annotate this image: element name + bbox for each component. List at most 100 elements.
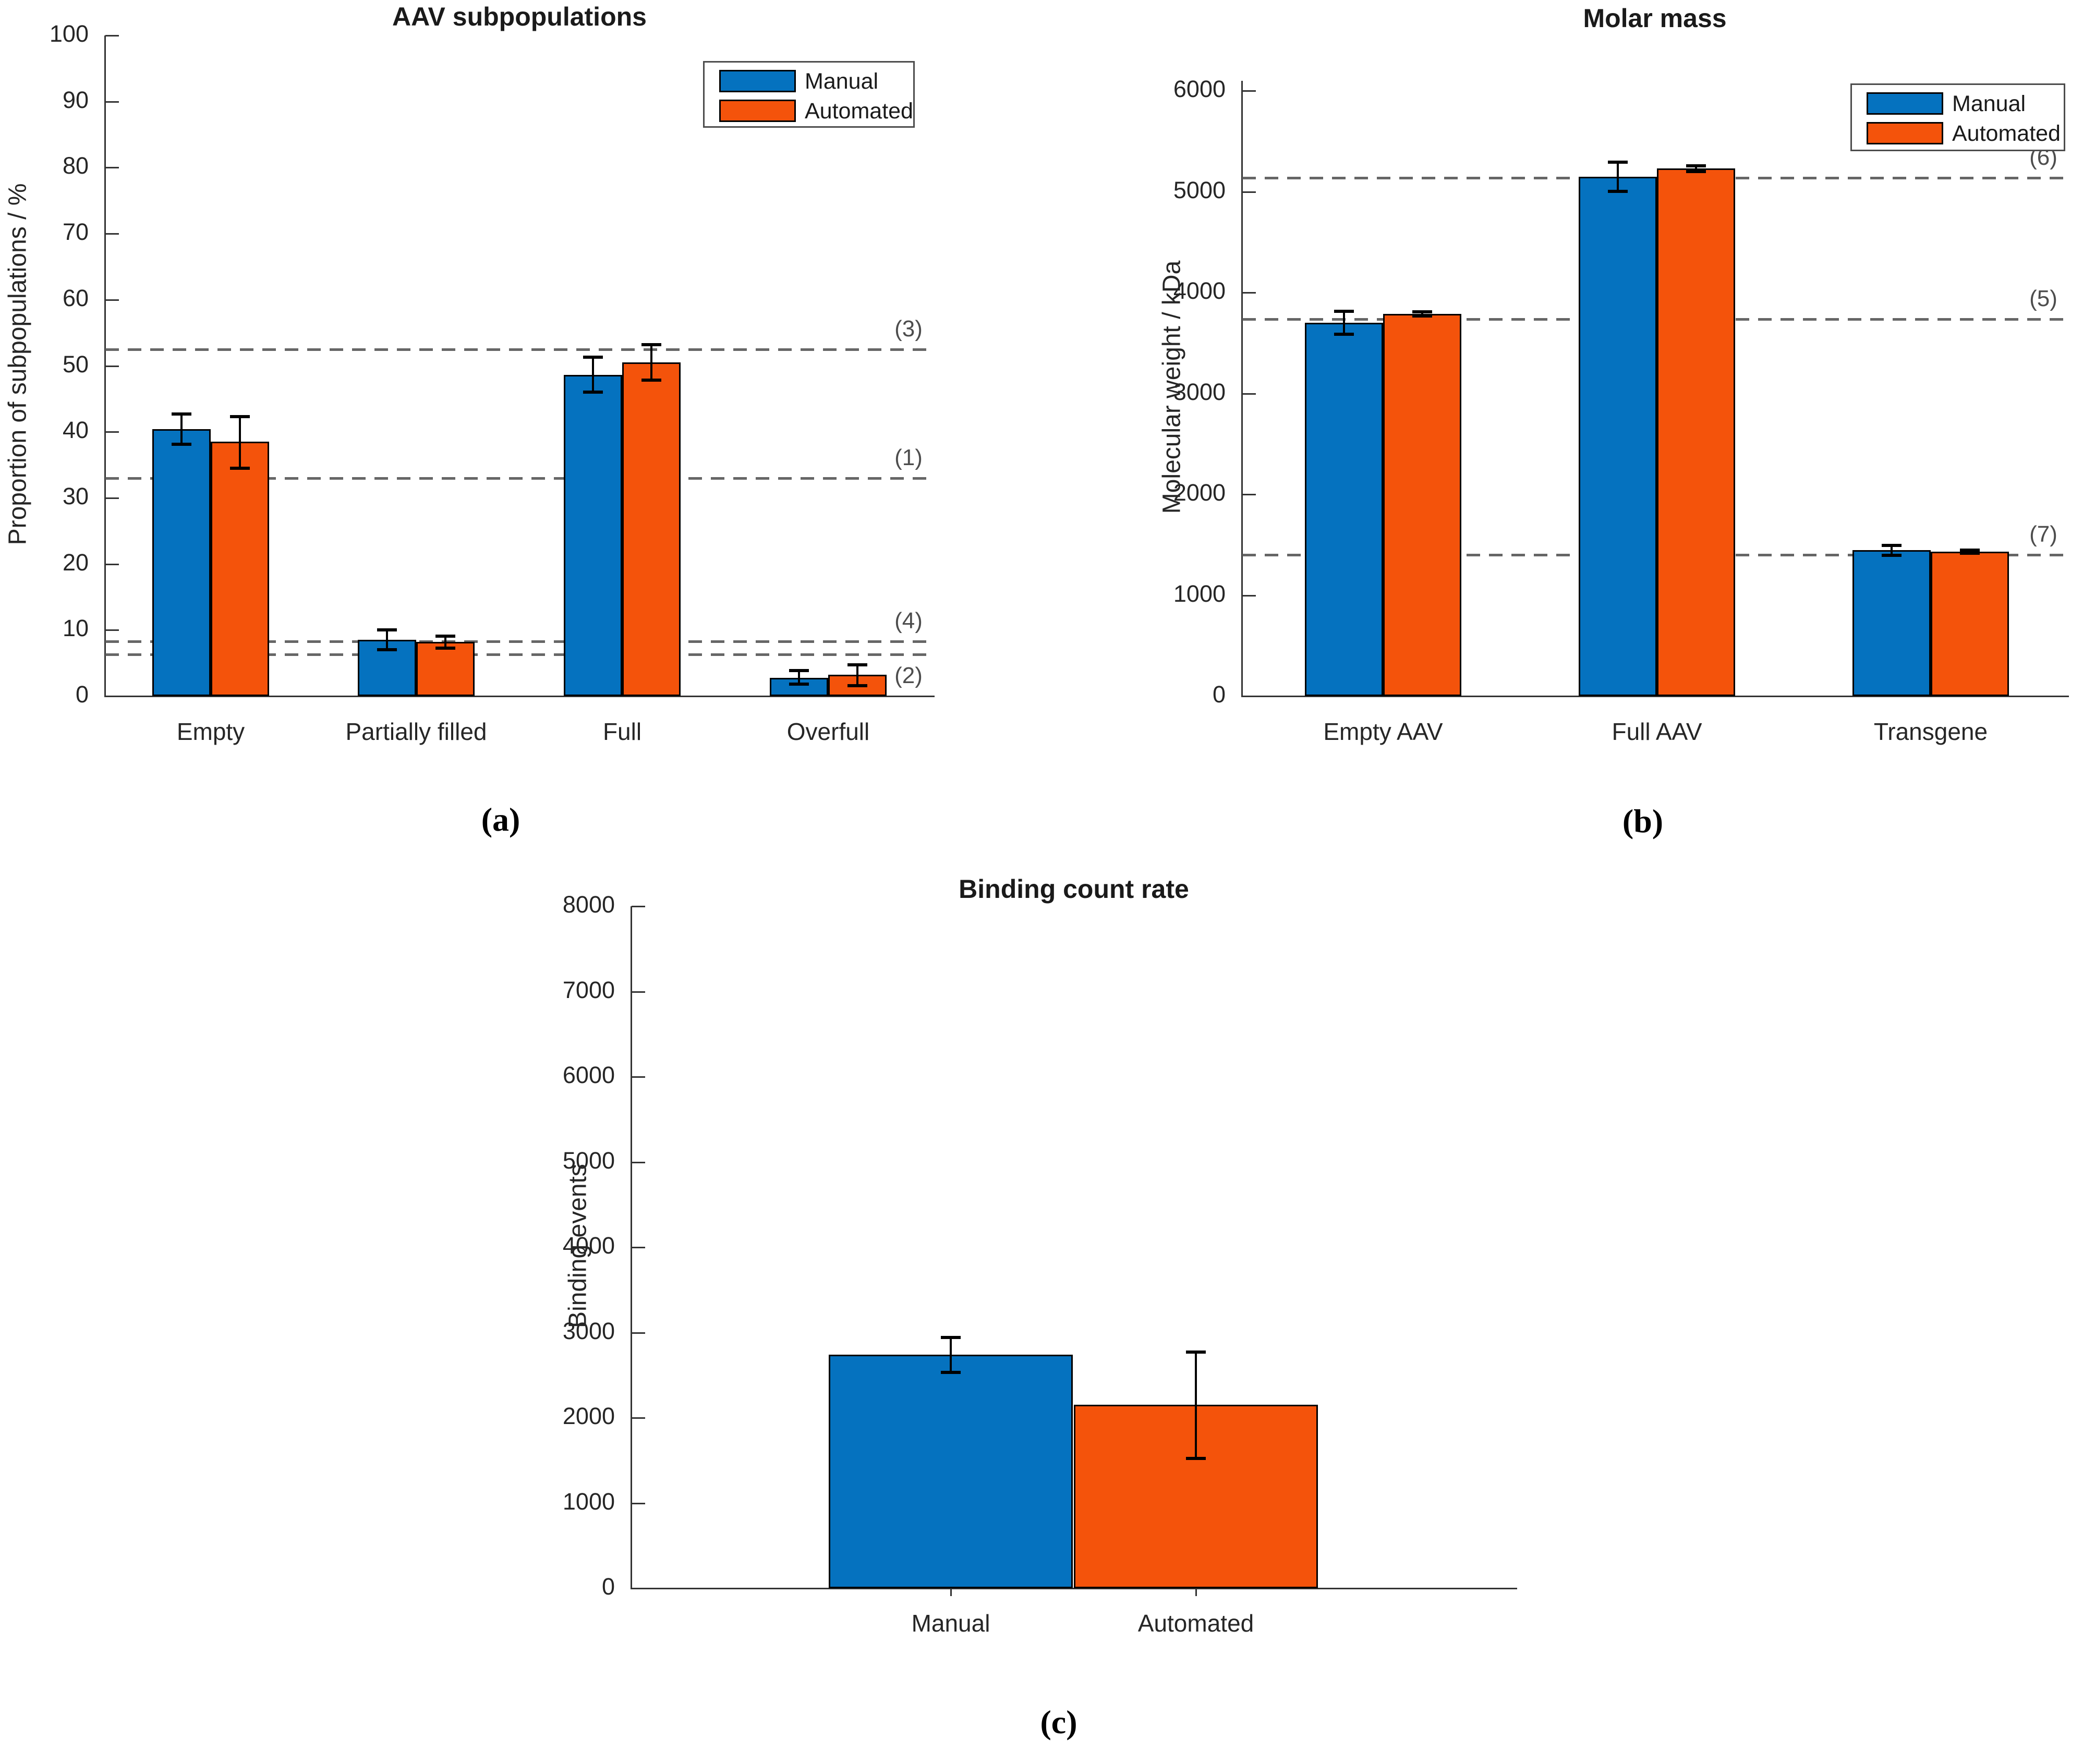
error-bar-cap-top <box>641 343 661 346</box>
reference-line-label: (5) <box>2029 285 2057 311</box>
error-bar-stem <box>650 344 652 381</box>
error-bar-cap-bottom <box>1334 332 1354 336</box>
reference-line-label: (4) <box>894 607 923 634</box>
y-tick-label: 0 <box>75 681 89 708</box>
y-tick-mark <box>105 629 119 631</box>
y-axis-title: Proportion of subpopulations / % <box>4 183 32 545</box>
legend-swatch-automated <box>1867 122 1943 144</box>
x-category-label: Automated <box>1137 1610 1254 1637</box>
y-tick-label: 1000 <box>562 1488 615 1515</box>
error-bar-stem <box>1617 162 1619 191</box>
error-bar-cap-top <box>230 415 250 419</box>
error-bar-stem <box>950 1337 952 1373</box>
reference-line-label: (2) <box>894 663 923 689</box>
y-tick-mark <box>105 696 119 697</box>
y-tick-label: 10 <box>62 615 89 642</box>
x-axis-line <box>1241 696 2069 697</box>
x-axis-line <box>104 696 935 697</box>
bar-manual <box>829 1355 1073 1588</box>
error-bar-cap-top <box>847 663 867 667</box>
error-bar-cap-bottom <box>847 684 867 687</box>
error-bar-stem <box>239 417 241 468</box>
bar-manual <box>564 375 622 696</box>
x-category-label: Manual <box>911 1610 990 1637</box>
error-bar-stem <box>1195 1352 1197 1459</box>
x-category-label: Empty AAV <box>1323 718 1443 745</box>
error-bar-stem <box>1891 545 1893 556</box>
reference-line <box>105 653 934 656</box>
bar-automated <box>1931 552 2009 696</box>
error-bar-cap-top <box>1686 164 1706 168</box>
y-tick-mark <box>105 101 119 103</box>
y-tick-label: 2000 <box>1173 479 1226 506</box>
error-bar-stem <box>856 665 858 686</box>
error-bar-stem <box>444 636 446 648</box>
y-tick-mark <box>105 365 119 367</box>
y-tick-label: 8000 <box>562 891 615 918</box>
error-bar-stem <box>180 413 183 445</box>
y-tick-mark <box>105 167 119 169</box>
bar-automated <box>416 642 475 696</box>
y-tick-mark <box>632 1247 645 1248</box>
error-bar-cap-bottom <box>789 683 809 686</box>
bar-automated <box>1383 313 1461 696</box>
y-tick-mark <box>105 233 119 235</box>
y-tick-label: 3000 <box>562 1317 615 1344</box>
y-tick-mark <box>105 497 119 499</box>
y-tick-mark <box>1242 90 1256 92</box>
error-bar-cap-bottom <box>1960 551 1980 555</box>
y-tick-mark <box>632 1417 645 1419</box>
error-bar-cap-bottom <box>230 466 250 470</box>
y-axis-title: Binding events <box>564 1164 592 1328</box>
error-bar-stem <box>798 670 800 685</box>
panel-caption: (c) <box>1040 1704 1077 1741</box>
error-bar-stem <box>1695 166 1697 172</box>
y-tick-mark <box>105 299 119 301</box>
error-bar-cap-top <box>1412 310 1432 313</box>
y-tick-mark <box>632 1161 645 1163</box>
x-category-label: Overfull <box>786 718 870 745</box>
error-bar-cap-bottom <box>1882 554 1902 557</box>
y-tick-mark <box>105 35 119 37</box>
reference-line-label: (3) <box>894 315 923 342</box>
y-tick-label: 1000 <box>1173 580 1226 607</box>
y-tick-label: 7000 <box>562 976 615 1003</box>
y-tick-label: 90 <box>62 86 89 113</box>
y-tick-label: 30 <box>62 482 89 509</box>
y-tick-label: 70 <box>62 218 89 246</box>
y-tick-label: 6000 <box>562 1062 615 1088</box>
legend-label: Manual <box>805 69 879 94</box>
y-tick-label: 20 <box>62 549 89 576</box>
error-bar-cap-bottom <box>941 1371 961 1374</box>
legend: Manual Automated <box>703 61 915 128</box>
y-axis-line <box>1241 81 1243 697</box>
y-tick-label: 4000 <box>562 1232 615 1259</box>
y-axis-line <box>104 35 106 697</box>
y-tick-label: 0 <box>1212 681 1226 708</box>
bar-automated <box>1657 168 1735 696</box>
x-category-label: Full <box>602 718 642 745</box>
error-bar-cap-bottom <box>583 391 603 394</box>
y-tick-mark <box>105 431 119 433</box>
chart-title: AAV subpopulations <box>392 2 647 31</box>
y-tick-mark <box>1242 594 1256 597</box>
error-bar-cap-top <box>1882 543 1902 547</box>
y-tick-mark <box>632 991 645 993</box>
y-tick-label: 4000 <box>1173 277 1226 305</box>
x-category-label: Empty <box>176 718 245 745</box>
y-tick-label: 5000 <box>562 1147 615 1174</box>
reference-line-label: (1) <box>894 444 923 470</box>
y-tick-mark <box>105 563 119 565</box>
error-bar-cap-bottom <box>435 646 455 650</box>
y-tick-label: 100 <box>49 20 89 47</box>
x-category-label: Transgene <box>1873 718 1988 745</box>
chart-title: Binding count rate <box>959 874 1189 904</box>
x-tick-mark <box>950 1588 952 1596</box>
legend-swatch-manual <box>719 70 796 92</box>
legend-swatch-automated <box>719 100 796 122</box>
x-category-label: Partially filled <box>345 718 487 745</box>
x-tick-mark <box>1195 1588 1197 1596</box>
y-tick-mark <box>1242 191 1256 193</box>
y-tick-mark <box>632 1076 645 1078</box>
error-bar-cap-bottom <box>1686 170 1706 174</box>
